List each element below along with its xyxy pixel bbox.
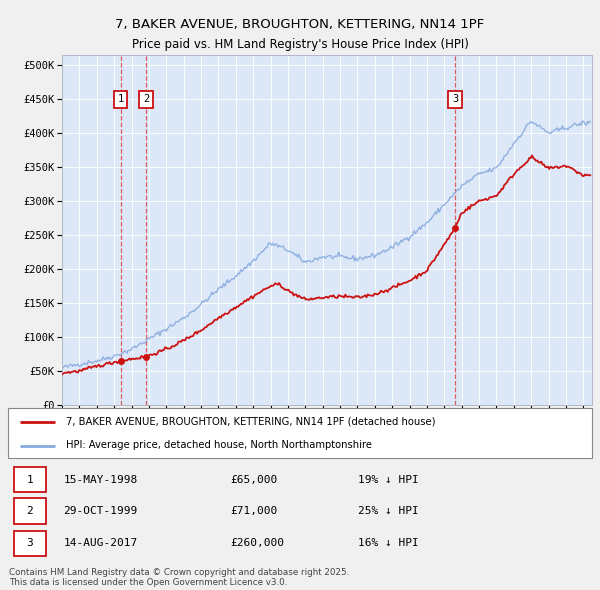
- Text: 19% ↓ HPI: 19% ↓ HPI: [358, 474, 419, 484]
- Text: 7, BAKER AVENUE, BROUGHTON, KETTERING, NN14 1PF (detached house): 7, BAKER AVENUE, BROUGHTON, KETTERING, N…: [67, 417, 436, 427]
- Text: 16% ↓ HPI: 16% ↓ HPI: [358, 538, 419, 548]
- Text: 15-MAY-1998: 15-MAY-1998: [64, 474, 138, 484]
- Text: £65,000: £65,000: [230, 474, 277, 484]
- Text: 2: 2: [26, 506, 33, 516]
- FancyBboxPatch shape: [14, 499, 46, 524]
- Text: 1: 1: [26, 474, 33, 484]
- Text: 7, BAKER AVENUE, BROUGHTON, KETTERING, NN14 1PF: 7, BAKER AVENUE, BROUGHTON, KETTERING, N…: [115, 18, 485, 31]
- Text: 25% ↓ HPI: 25% ↓ HPI: [358, 506, 419, 516]
- Text: 3: 3: [452, 94, 458, 104]
- Text: 3: 3: [26, 538, 33, 548]
- Text: 2: 2: [143, 94, 149, 104]
- FancyBboxPatch shape: [8, 408, 592, 458]
- Text: HPI: Average price, detached house, North Northamptonshire: HPI: Average price, detached house, Nort…: [67, 441, 373, 451]
- FancyBboxPatch shape: [14, 467, 46, 493]
- Text: £260,000: £260,000: [230, 538, 284, 548]
- Text: 1: 1: [118, 94, 124, 104]
- Text: Price paid vs. HM Land Registry's House Price Index (HPI): Price paid vs. HM Land Registry's House …: [131, 38, 469, 51]
- Text: Contains HM Land Registry data © Crown copyright and database right 2025.
This d: Contains HM Land Registry data © Crown c…: [9, 568, 349, 587]
- FancyBboxPatch shape: [14, 530, 46, 556]
- Text: £71,000: £71,000: [230, 506, 277, 516]
- Text: 14-AUG-2017: 14-AUG-2017: [64, 538, 138, 548]
- Text: 29-OCT-1999: 29-OCT-1999: [64, 506, 138, 516]
